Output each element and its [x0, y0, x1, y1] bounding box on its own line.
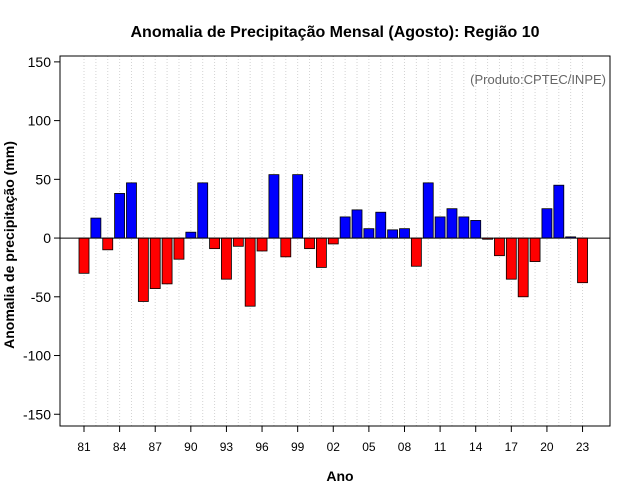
x-tick-label: 11	[434, 440, 447, 454]
bar-1988	[161, 237, 173, 285]
x-tick-label: 23	[576, 440, 590, 454]
bar-2021	[553, 184, 565, 239]
bar-2010	[422, 182, 434, 239]
x-tick-label: 17	[505, 440, 519, 454]
x-tick-label: 96	[255, 440, 269, 454]
bar-2007	[387, 229, 399, 239]
bar-1985	[126, 182, 137, 239]
bar-1998	[280, 237, 292, 258]
bar-1993	[221, 237, 232, 280]
bar-1983	[102, 237, 114, 251]
bar-2000	[304, 237, 315, 250]
bar-1982	[90, 217, 102, 239]
x-tick-label: 20	[540, 440, 554, 454]
bar-1989	[173, 237, 185, 260]
bar-1981	[78, 237, 90, 274]
y-axis-label: Anomalia de precipitação (mm)	[1, 141, 17, 349]
bar-1984	[114, 193, 126, 239]
x-tick-label: 81	[77, 440, 91, 454]
bar-2014	[470, 220, 482, 239]
bar-2005	[363, 228, 375, 239]
bar-1996	[256, 237, 268, 252]
y-tick-label: 50	[35, 171, 51, 187]
bar-1992	[209, 237, 220, 250]
bar-1997	[268, 174, 280, 239]
bar-2018	[517, 237, 529, 298]
bar-2016	[494, 237, 505, 257]
chart-title: Anomalia de Precipitação Mensal (Agosto)…	[131, 24, 540, 41]
x-tick-label: 84	[113, 440, 127, 454]
bar-2004	[351, 209, 363, 239]
x-axis-label: Ano	[326, 468, 353, 484]
y-tick-label: 150	[28, 54, 52, 70]
x-tick-label: 05	[362, 440, 376, 454]
y-tick-label: -100	[23, 348, 51, 364]
x-tick-label: 93	[220, 440, 234, 454]
y-tick-label: 0	[43, 230, 51, 246]
bar-2012	[446, 208, 458, 239]
credit-label: (Produto:CPTEC/INPE)	[470, 72, 606, 87]
x-tick-label: 02	[327, 440, 341, 454]
bar-2008	[399, 228, 410, 239]
bar-1990	[185, 231, 197, 239]
x-tick-label: 87	[149, 440, 163, 454]
bar-2009	[410, 237, 422, 267]
bar-1987	[149, 237, 161, 289]
bar-1991	[197, 182, 209, 239]
bar-1995	[244, 237, 256, 307]
bar-1999	[292, 174, 304, 239]
x-axis: 81 84 87 90 93 96 99 02 05 08 11 14 17 20 23	[77, 426, 590, 454]
bar-2011	[434, 216, 446, 239]
bar-1994	[232, 237, 244, 247]
x-tick-label: 14	[469, 440, 483, 454]
y-tick-label: -50	[31, 289, 51, 305]
x-tick-label: 90	[184, 440, 198, 454]
bars	[78, 174, 588, 307]
bar-1986	[137, 237, 149, 302]
bar-2006	[375, 211, 387, 239]
bar-2003	[339, 216, 351, 239]
bar-2020	[541, 208, 553, 239]
bar-2019	[529, 237, 541, 262]
plot-frame	[59, 55, 611, 427]
x-tick-label: 99	[291, 440, 305, 454]
bar-2017	[505, 237, 517, 280]
y-tick-label: 100	[28, 113, 52, 129]
x-tick-label: 08	[398, 440, 412, 454]
bar-2013	[458, 216, 470, 239]
bar-2001	[315, 237, 327, 268]
bar-2002	[327, 237, 339, 245]
bar-2023	[577, 237, 588, 284]
y-axis: -150 -100 -50 0 50 100 150	[23, 54, 60, 422]
y-tick-label: -150	[23, 406, 51, 422]
